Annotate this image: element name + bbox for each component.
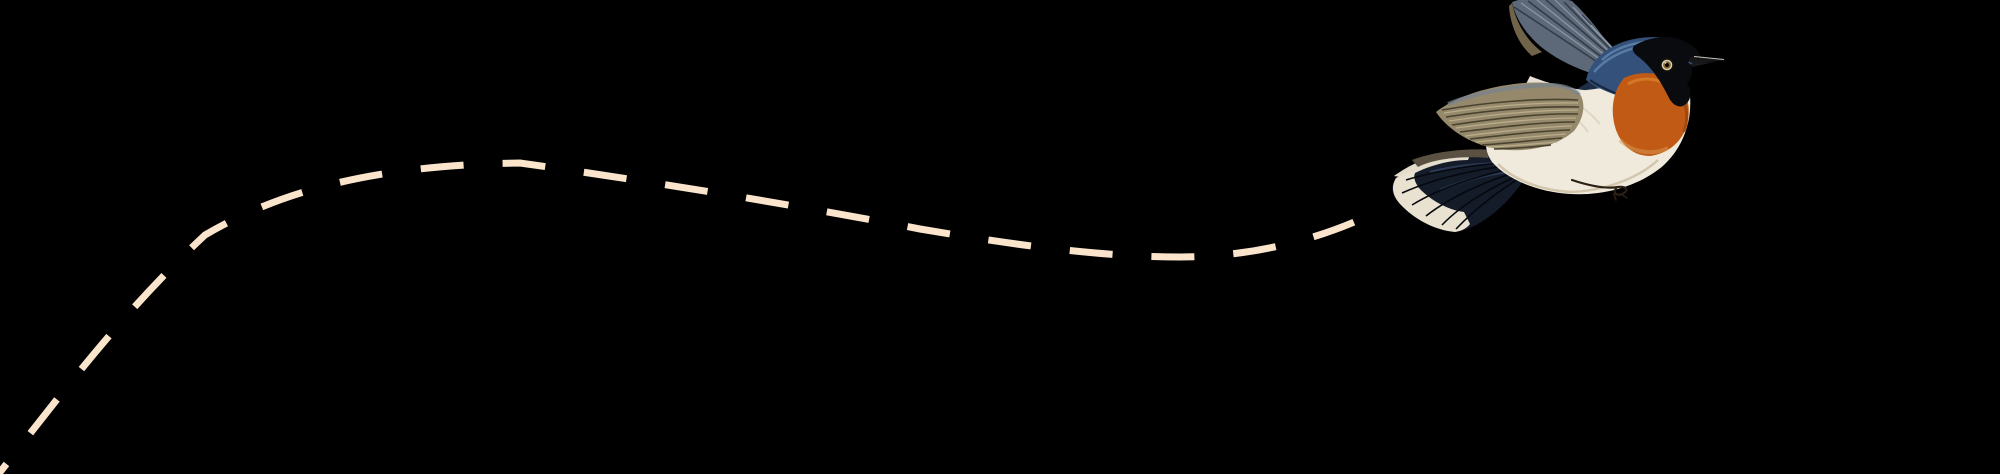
wing-lower-striations-light [1443,102,1579,148]
belly-bottom-shade [1497,159,1659,194]
tail-covert-feather [1412,149,1492,167]
bird-beak [1689,56,1726,67]
bird-feet [1570,178,1628,201]
wing-upper-shape [1512,0,1623,78]
beak-nostril [1697,57,1699,60]
tail-feather-streaks [1401,161,1529,230]
feet-curl [1570,178,1628,196]
eye-pupil [1664,62,1670,68]
feet-claws [1613,193,1628,201]
bird-wing-upper [1509,0,1623,78]
wing-upper-feathers-dark [1513,0,1622,74]
flight-path [0,159,1374,474]
throat-bottom-fade [1618,138,1669,155]
bird-wing-lower [1436,82,1584,151]
bird-tail [1392,149,1538,232]
wing-upper-olive-edge [1509,3,1542,56]
beak-highlight [1693,56,1725,60]
beak-lower [1690,62,1714,67]
eye-glint [1664,61,1667,64]
bird-illustration [1392,0,1726,232]
wing-upper-feathers-light [1520,0,1622,71]
wing-lower-slate-edge [1447,82,1581,106]
wing-lower-striations-dark [1441,98,1580,150]
bird-eye [1660,58,1674,72]
